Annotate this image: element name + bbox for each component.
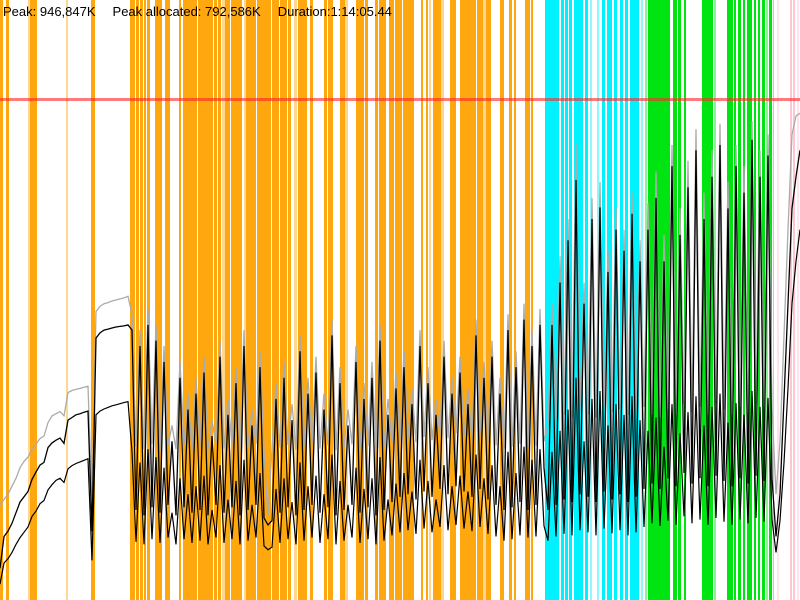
event-band-green-events: [673, 0, 677, 600]
event-band-orange-events: [509, 0, 512, 600]
event-band-orange-events: [222, 0, 225, 600]
event-band-orange-events: [460, 0, 476, 600]
event-band-orange-events: [486, 0, 491, 600]
event-band-orange-events: [140, 0, 143, 600]
event-band-orange-events: [30, 0, 37, 600]
event-band-orange-events: [91, 0, 95, 600]
peak-label: Peak: 946,847K: [3, 4, 96, 19]
event-band-green-events: [766, 0, 768, 600]
event-band-orange-events: [147, 0, 150, 600]
event-band-orange-events: [155, 0, 162, 600]
event-band-orange-events: [257, 0, 271, 600]
event-band-orange-events: [426, 0, 428, 600]
event-band-orange-events: [379, 0, 386, 600]
event-band-orange-events: [340, 0, 345, 600]
event-band-orange-events: [389, 0, 394, 600]
event-band-orange-events: [130, 0, 135, 600]
event-band-orange-events: [437, 0, 441, 600]
event-band-orange-events: [231, 0, 242, 600]
event-band-orange-events: [66, 0, 68, 600]
trace-allocated-high-black: [0, 139, 800, 569]
event-band-green-events: [743, 0, 745, 600]
event-band-orange-events: [525, 0, 530, 600]
event-band-orange-events: [6, 0, 9, 600]
event-band-orange-events: [294, 0, 297, 600]
event-band-orange-events: [395, 0, 402, 600]
event-band-green-events: [762, 0, 765, 600]
event-band-green-events: [773, 0, 774, 600]
event-band-pink-events: [777, 0, 779, 600]
event-band-pink-events: [790, 0, 792, 600]
event-band-cyan-events: [602, 0, 605, 600]
event-band-orange-events: [280, 0, 287, 600]
event-band-green-events: [734, 0, 736, 600]
chart-header: Peak: 946,847K Peak allocated: 792,586K …: [3, 4, 392, 19]
event-band-orange-events: [324, 0, 327, 600]
event-band-cyan-events: [585, 0, 588, 600]
event-band-orange-events: [165, 0, 170, 600]
event-band-orange-events: [429, 0, 431, 600]
event-band-green-events: [684, 0, 686, 600]
event-band-orange-events: [531, 0, 533, 600]
duration-label: Duration:1:14:05.44: [277, 4, 392, 19]
event-band-cyan-events: [625, 0, 628, 600]
event-band-orange-events: [375, 0, 378, 600]
event-band-cyan-events: [545, 0, 559, 600]
event-band-orange-events: [310, 0, 313, 600]
event-band-orange-events: [514, 0, 516, 600]
event-band-orange-events: [144, 0, 146, 600]
event-band-orange-events: [441, 0, 444, 600]
event-band-orange-events: [244, 0, 246, 600]
event-band-orange-events: [356, 0, 361, 600]
event-band-cyan-events: [569, 0, 572, 600]
event-band-orange-events: [345, 0, 348, 600]
event-band-orange-events: [0, 0, 3, 600]
event-band-pink-events: [793, 0, 795, 600]
event-band-orange-events: [450, 0, 456, 600]
event-band-cyan-events: [561, 0, 564, 600]
event-band-orange-events: [328, 0, 333, 600]
event-band-pink-events: [797, 0, 799, 600]
event-band-orange-events: [272, 0, 279, 600]
trace-allocated-low-black: [0, 229, 800, 585]
event-band-orange-events: [225, 0, 230, 600]
event-band-orange-events: [483, 0, 486, 600]
event-band-orange-events: [500, 0, 504, 600]
event-band-orange-events: [218, 0, 221, 600]
peak-allocated-label: Peak allocated: 792,586K: [112, 4, 261, 19]
event-band-orange-events: [403, 0, 411, 600]
event-band-orange-events: [411, 0, 414, 600]
event-band-orange-events: [365, 0, 368, 600]
peak-threshold-line: [0, 98, 800, 101]
event-band-orange-events: [136, 0, 139, 600]
event-band-orange-events: [477, 0, 483, 600]
event-band-orange-events: [288, 0, 291, 600]
event-band-cyan-events: [620, 0, 623, 600]
event-band-green-events: [702, 0, 713, 600]
event-band-orange-events: [214, 0, 217, 600]
event-band-orange-events: [246, 0, 256, 600]
event-band-orange-events: [298, 0, 307, 600]
event-band-orange-events: [179, 0, 181, 600]
trace-address-space-gray: [0, 112, 800, 516]
event-band-orange-events: [421, 0, 423, 600]
event-band-orange-events: [361, 0, 364, 600]
event-band-green-events: [738, 0, 741, 600]
event-band-orange-events: [433, 0, 437, 600]
